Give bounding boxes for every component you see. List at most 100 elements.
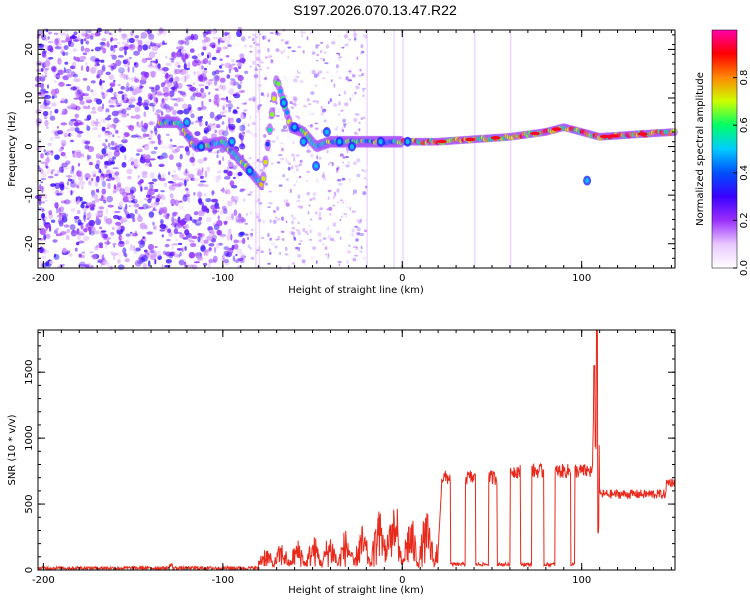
heatmap-cell	[106, 195, 113, 203]
heatmap-cell	[78, 253, 82, 258]
heatmap-cell	[320, 57, 323, 60]
heatmap-cell	[77, 233, 84, 236]
heatmap-cell	[309, 238, 312, 241]
heatmap-cell	[165, 72, 169, 79]
heatmap-cell	[72, 166, 75, 172]
heatmap-cell	[68, 70, 75, 73]
heatmap-cell	[109, 124, 117, 129]
heatmap-cell	[252, 162, 256, 164]
heatmap-cell	[44, 102, 50, 107]
heatmap-cell	[287, 166, 291, 171]
heatmap-cell	[95, 66, 98, 71]
heatmap-cell	[308, 224, 311, 228]
heatmap-cell	[98, 121, 101, 127]
heatmap-cell	[272, 128, 275, 132]
heatmap-cell	[75, 93, 82, 99]
heatmap-cell	[65, 175, 73, 178]
heatmap-cell	[187, 264, 194, 268]
heatmap-cell	[117, 258, 121, 264]
heatmap-cell	[46, 84, 50, 89]
heatmap-cell	[338, 113, 341, 116]
heatmap-cell	[302, 31, 306, 34]
heatmap-cell	[291, 220, 294, 225]
heatmap-cell	[146, 205, 152, 209]
heatmap-cell	[140, 37, 144, 40]
heatmap-cell	[163, 103, 170, 110]
heatmap-cell	[180, 40, 186, 44]
heatmap-cell	[125, 74, 129, 81]
heatmap-cell	[97, 134, 102, 138]
heatmap-cell	[147, 93, 153, 99]
heatmap-cell	[109, 82, 116, 87]
heatmap-cell	[202, 31, 209, 36]
heatmap-cell	[165, 55, 168, 59]
heatmap-cell	[92, 253, 100, 260]
heatmap-cell	[230, 78, 235, 81]
heatmap-cell	[228, 107, 232, 113]
heatmap-cell	[174, 76, 180, 83]
heatmap-cell	[60, 32, 67, 36]
heatmap-cell	[64, 187, 70, 190]
heatmap-cell	[201, 51, 205, 56]
heatmap-cell	[292, 124, 297, 130]
heatmap-cell	[239, 57, 246, 64]
heatmap-cell	[123, 135, 126, 141]
heatmap-cell	[125, 203, 128, 210]
heatmap-cell	[340, 109, 344, 112]
heatmap-cell	[45, 165, 49, 169]
heatmap-cell	[239, 53, 245, 59]
heatmap-cell	[179, 68, 186, 75]
heatmap-cell	[40, 89, 46, 92]
heatmap-cell	[131, 232, 139, 237]
heatmap-cell	[117, 104, 121, 107]
heatmap-cell	[203, 77, 208, 81]
heatmap-cell	[206, 235, 214, 241]
colorbar: 0.00.20.40.60.8 Normalized spectral ampl…	[695, 29, 750, 276]
heatmap-cell	[338, 182, 343, 186]
heatmap-cell	[80, 65, 84, 71]
heatmap-cell	[145, 162, 151, 167]
heatmap-cell	[154, 132, 157, 137]
heatmap-cell	[257, 63, 259, 66]
heatmap-cell	[57, 207, 62, 214]
heatmap-cell	[309, 229, 313, 234]
heatmap-cell	[101, 64, 106, 72]
heatmap-cell	[56, 170, 61, 174]
heatmap-cell	[132, 217, 136, 223]
heatmap-cell	[40, 153, 44, 159]
heatmap-cell	[88, 219, 95, 227]
heatmap-cell	[192, 178, 199, 182]
heatmap-cell	[51, 102, 57, 107]
heatmap-cell	[288, 163, 291, 165]
heatmap-cell	[214, 129, 217, 134]
heatmap-cell	[58, 166, 64, 173]
heatmap-cell	[194, 131, 201, 137]
heatmap-cell	[177, 64, 181, 69]
heatmap-cell	[278, 184, 283, 187]
heatmap-cell	[247, 123, 250, 127]
heatmap-cell	[40, 82, 45, 89]
heatmap-cell	[101, 37, 107, 42]
heatmap-cell	[281, 238, 285, 241]
heatmap-cell	[82, 235, 90, 242]
heatmap-cell	[120, 86, 125, 90]
heatmap-cell	[157, 155, 164, 159]
heatmap-cell	[83, 214, 86, 221]
heatmap-cell	[158, 27, 164, 34]
heatmap-cell	[251, 37, 255, 42]
heatmap-cell	[307, 233, 309, 236]
heatmap-cell	[176, 109, 184, 115]
heatmap-cell	[362, 116, 366, 120]
heatmap-cell	[353, 117, 358, 123]
heatmap-cell	[167, 180, 174, 184]
heatmap-cell	[127, 159, 130, 163]
heatmap-cell	[271, 140, 276, 143]
heatmap-cell	[73, 215, 80, 220]
heatmap-cell	[46, 52, 53, 55]
heatmap-cell	[138, 240, 145, 245]
heatmap-cell	[262, 219, 265, 224]
heatmap-cell	[98, 242, 104, 247]
heatmap-cell	[248, 36, 251, 39]
heatmap-cell	[39, 75, 46, 82]
